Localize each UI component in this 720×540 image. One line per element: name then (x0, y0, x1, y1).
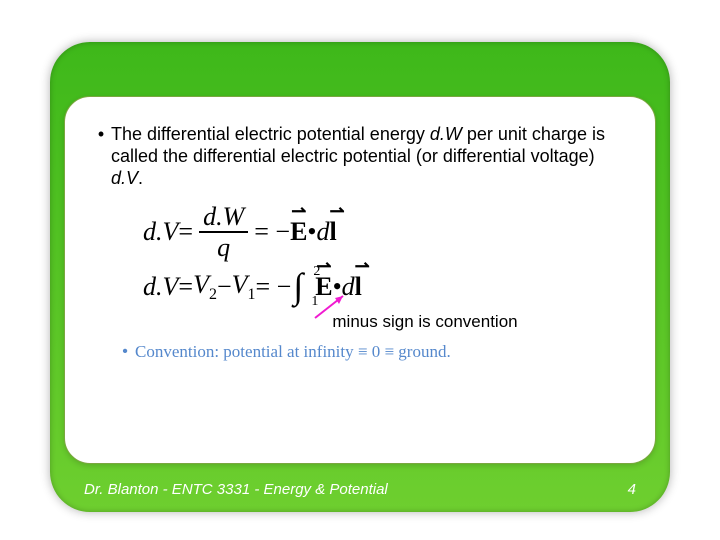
eq2-integral: ∫ 1 2 (293, 272, 303, 301)
arrow-annotation (311, 292, 351, 320)
eq2-l-hat: ⇀ (355, 256, 362, 277)
content-panel: • The differential electric potential en… (64, 96, 656, 464)
caption-text: minus sign is convention (221, 312, 629, 332)
bullet-dV: d.V (111, 168, 138, 188)
eq1-d: d (317, 217, 330, 247)
eq1-l: ⇀ l (330, 217, 337, 247)
eq2-E-arrow: ⇀ (315, 256, 332, 277)
eq1-eq: = (178, 217, 193, 247)
sub-bullet: • Convention: potential at infinity ≡ 0 … (115, 342, 629, 362)
bullet-text: The differential electric potential ener… (111, 123, 629, 189)
eq1-E-arrow: ⇀ (290, 201, 307, 222)
eq1-E: ⇀ E (290, 217, 307, 247)
footer: Dr. Blanton - ENTC 3331 - Energy & Poten… (84, 481, 636, 498)
bullet-main: • The differential electric potential en… (91, 123, 629, 189)
equation-1: d.V = d.W q = − ⇀ E • d ⇀ l (143, 203, 629, 262)
eq2-V1: V1 (232, 270, 256, 304)
equation-2: d.V = V2 − V1 = − ∫ 1 2 ⇀ E • d ⇀ (143, 270, 629, 304)
eq1-l-hat: ⇀ (330, 201, 337, 222)
eq2-lhs: d.V (143, 272, 178, 302)
eq2-minus: − (217, 272, 232, 302)
eq1-den: q (217, 233, 230, 261)
eq2-eq2: = − (256, 272, 292, 302)
eq1-lhs: d.V (143, 217, 178, 247)
eq2-eq: = (178, 272, 193, 302)
eq1-dot: • (307, 217, 316, 247)
eq1-fraction: d.W q (199, 203, 248, 262)
eq2-V2: V2 (193, 270, 217, 304)
sub-bullet-dot: • (115, 342, 135, 362)
eq1-num: d.W (199, 203, 248, 233)
slide-frame: • The differential electric potential en… (50, 42, 670, 512)
footer-left: Dr. Blanton - ENTC 3331 - Energy & Poten… (84, 481, 388, 498)
bullet-dot: • (91, 123, 111, 189)
bullet-post: . (138, 168, 143, 188)
bullet-dW: d.W (430, 124, 462, 144)
eq1-mid: = − (254, 217, 290, 247)
formula-zone: d.V = d.W q = − ⇀ E • d ⇀ l (143, 203, 629, 304)
footer-page: 4 (628, 481, 636, 498)
sub-bullet-text: Convention: potential at infinity ≡ 0 ≡ … (135, 342, 451, 362)
bullet-pre: The differential electric potential ener… (111, 124, 430, 144)
eq2-l: ⇀ l (355, 272, 362, 302)
